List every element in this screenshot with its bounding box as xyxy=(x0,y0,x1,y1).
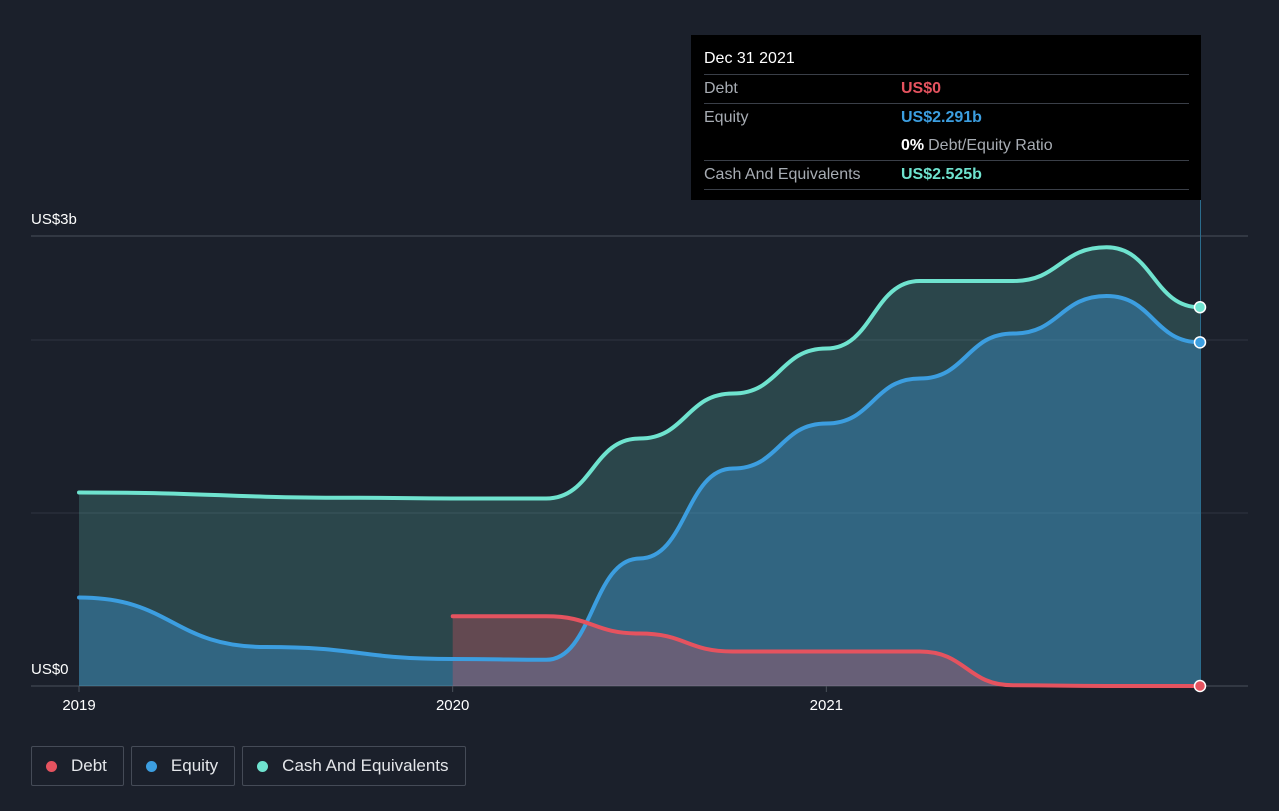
tooltip-equity-label: Equity xyxy=(704,109,749,126)
tooltip-ratio-value: 0% xyxy=(901,137,925,154)
x-tick-label-2021: 2021 xyxy=(810,697,843,714)
tooltip-equity-value: US$2.291b xyxy=(901,109,982,126)
x-tick-label-2020: 2020 xyxy=(436,697,469,714)
tooltip-row-cash: Cash And Equivalents US$2.525b xyxy=(704,161,1189,190)
tooltip-cash-value: US$2.525b xyxy=(901,166,982,183)
legend-item-equity[interactable]: Equity xyxy=(130,746,236,786)
equity-dot-icon xyxy=(145,760,157,772)
tooltip-date: Dec 31 2021 xyxy=(704,48,1189,75)
x-tick-label-2019: 2019 xyxy=(62,697,95,714)
cash-dot-icon xyxy=(257,760,269,772)
x-axis-ticks: 2019 2020 2021 xyxy=(62,686,843,714)
debt-dot-icon xyxy=(46,760,57,772)
equity-end-marker xyxy=(1193,336,1207,349)
legend-label-debt: Debt xyxy=(71,756,107,775)
y-axis-top-label: US$3b xyxy=(31,211,77,228)
cash-area xyxy=(79,247,1200,687)
tooltip-row-equity: Equity US$2.291b xyxy=(704,104,1189,132)
legend-item-debt[interactable]: Debt xyxy=(31,746,124,786)
equity-line xyxy=(77,293,1202,662)
tooltip-debt-label: Debt xyxy=(704,80,738,97)
series-lines xyxy=(77,245,1202,689)
legend-item-cash[interactable]: Cash And Equivalents xyxy=(242,746,466,786)
tooltip-debt-value: US$0 xyxy=(901,80,942,97)
tooltip-row-debt: Debt US$0 xyxy=(704,75,1189,104)
legend-label-cash: Cash And Equivalents xyxy=(282,756,449,775)
tooltip-cash-label: Cash And Equivalents xyxy=(704,166,861,183)
end-markers xyxy=(1193,301,1207,693)
series-areas xyxy=(79,247,1200,687)
tooltip-row-ratio: 0% Debt/Equity Ratio xyxy=(704,132,1189,161)
legend-label-equity: Equity xyxy=(170,756,219,775)
cash-end-marker xyxy=(1193,301,1207,314)
debt-line xyxy=(450,614,1202,689)
equity-area xyxy=(79,296,1200,686)
cash-line xyxy=(77,245,1202,501)
tooltip-ratio-label: Debt/Equity Ratio xyxy=(928,137,1053,154)
debt-end-marker xyxy=(1193,679,1207,693)
y-axis-bottom-label: US$0 xyxy=(31,661,69,678)
legend: Debt Equity Cash And Equivalents xyxy=(31,746,466,786)
data-tooltip: Dec 31 2021 Debt US$0 Equity US$2.291b 0… xyxy=(691,35,1201,200)
